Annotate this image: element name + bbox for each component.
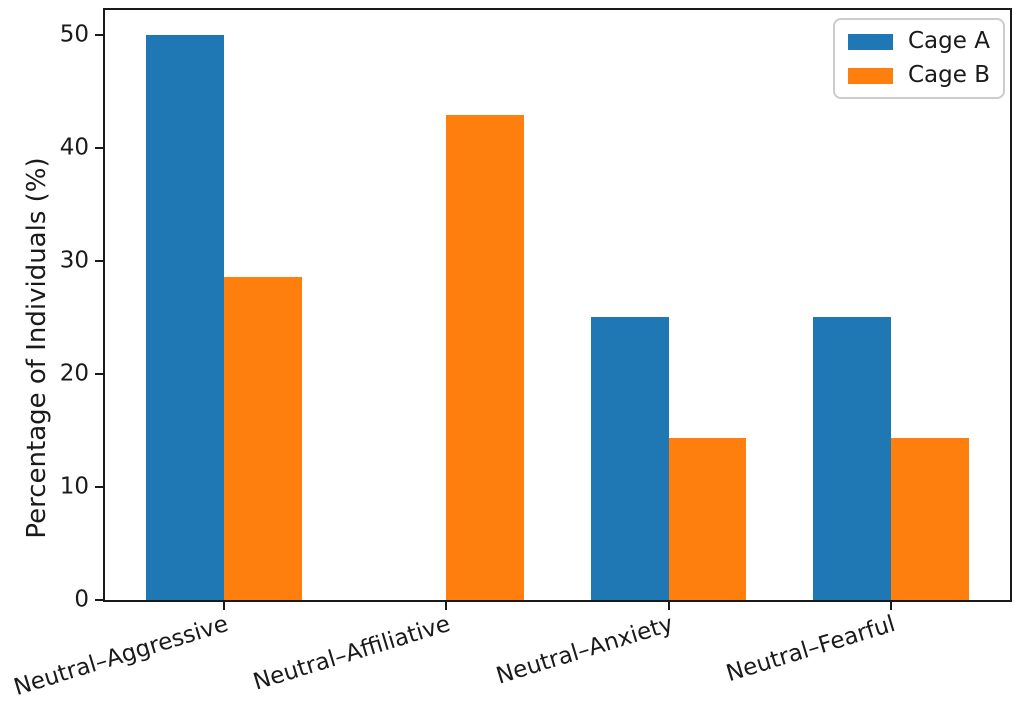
- legend: Cage A Cage B: [833, 18, 1005, 99]
- legend-item-cage-a: Cage A: [848, 30, 990, 53]
- y-tick-label: 50: [59, 21, 89, 48]
- x-tick: [667, 602, 670, 610]
- x-tick-label: Neutral–Fearful: [723, 611, 899, 688]
- x-tick-label: Neutral–Anxiety: [492, 611, 676, 690]
- x-tick: [445, 602, 448, 610]
- y-tick: [95, 259, 103, 262]
- y-axis-label: Percentage of Individuals (%): [22, 157, 52, 539]
- legend-swatch-cage-b: [848, 67, 893, 84]
- bar-cage-b-neutral-aggressive: [223, 276, 302, 600]
- y-tick: [95, 599, 103, 601]
- y-tick-label: 0: [74, 586, 89, 613]
- bar-cage-b-neutral-anxiety: [668, 438, 747, 600]
- y-tick: [95, 372, 103, 375]
- x-tick: [890, 602, 893, 610]
- y-tick-label: 20: [59, 360, 89, 387]
- bar-cage-a-neutral-anxiety: [590, 317, 669, 600]
- legend-label: Cage B: [908, 62, 990, 88]
- plot-area: 0 10 20 30 40 50 Neutral–Aggressive Neutral–Af…: [11, 8, 1012, 701]
- legend-label: Cage A: [908, 28, 990, 54]
- x-tick: [222, 602, 225, 610]
- y-tick: [95, 146, 103, 149]
- y-tick: [95, 485, 103, 488]
- y-tick-label: 40: [59, 134, 89, 161]
- y-tick: [95, 33, 103, 36]
- y-tick-label: 10: [59, 473, 89, 500]
- bar-cage-a-neutral-fearful: [813, 317, 892, 600]
- y-tick-label: 30: [59, 247, 89, 274]
- bar-cage-b-neutral-affiliative: [446, 115, 525, 600]
- legend-swatch-cage-a: [848, 33, 893, 50]
- bar-cage-b-neutral-fearful: [891, 438, 969, 600]
- legend-item-cage-b: Cage B: [848, 64, 990, 87]
- x-tick-label: Neutral–Affiliative: [250, 611, 454, 696]
- x-tick-label: Neutral–Aggressive: [10, 611, 232, 701]
- bar-cage-a-neutral-aggressive: [146, 34, 224, 600]
